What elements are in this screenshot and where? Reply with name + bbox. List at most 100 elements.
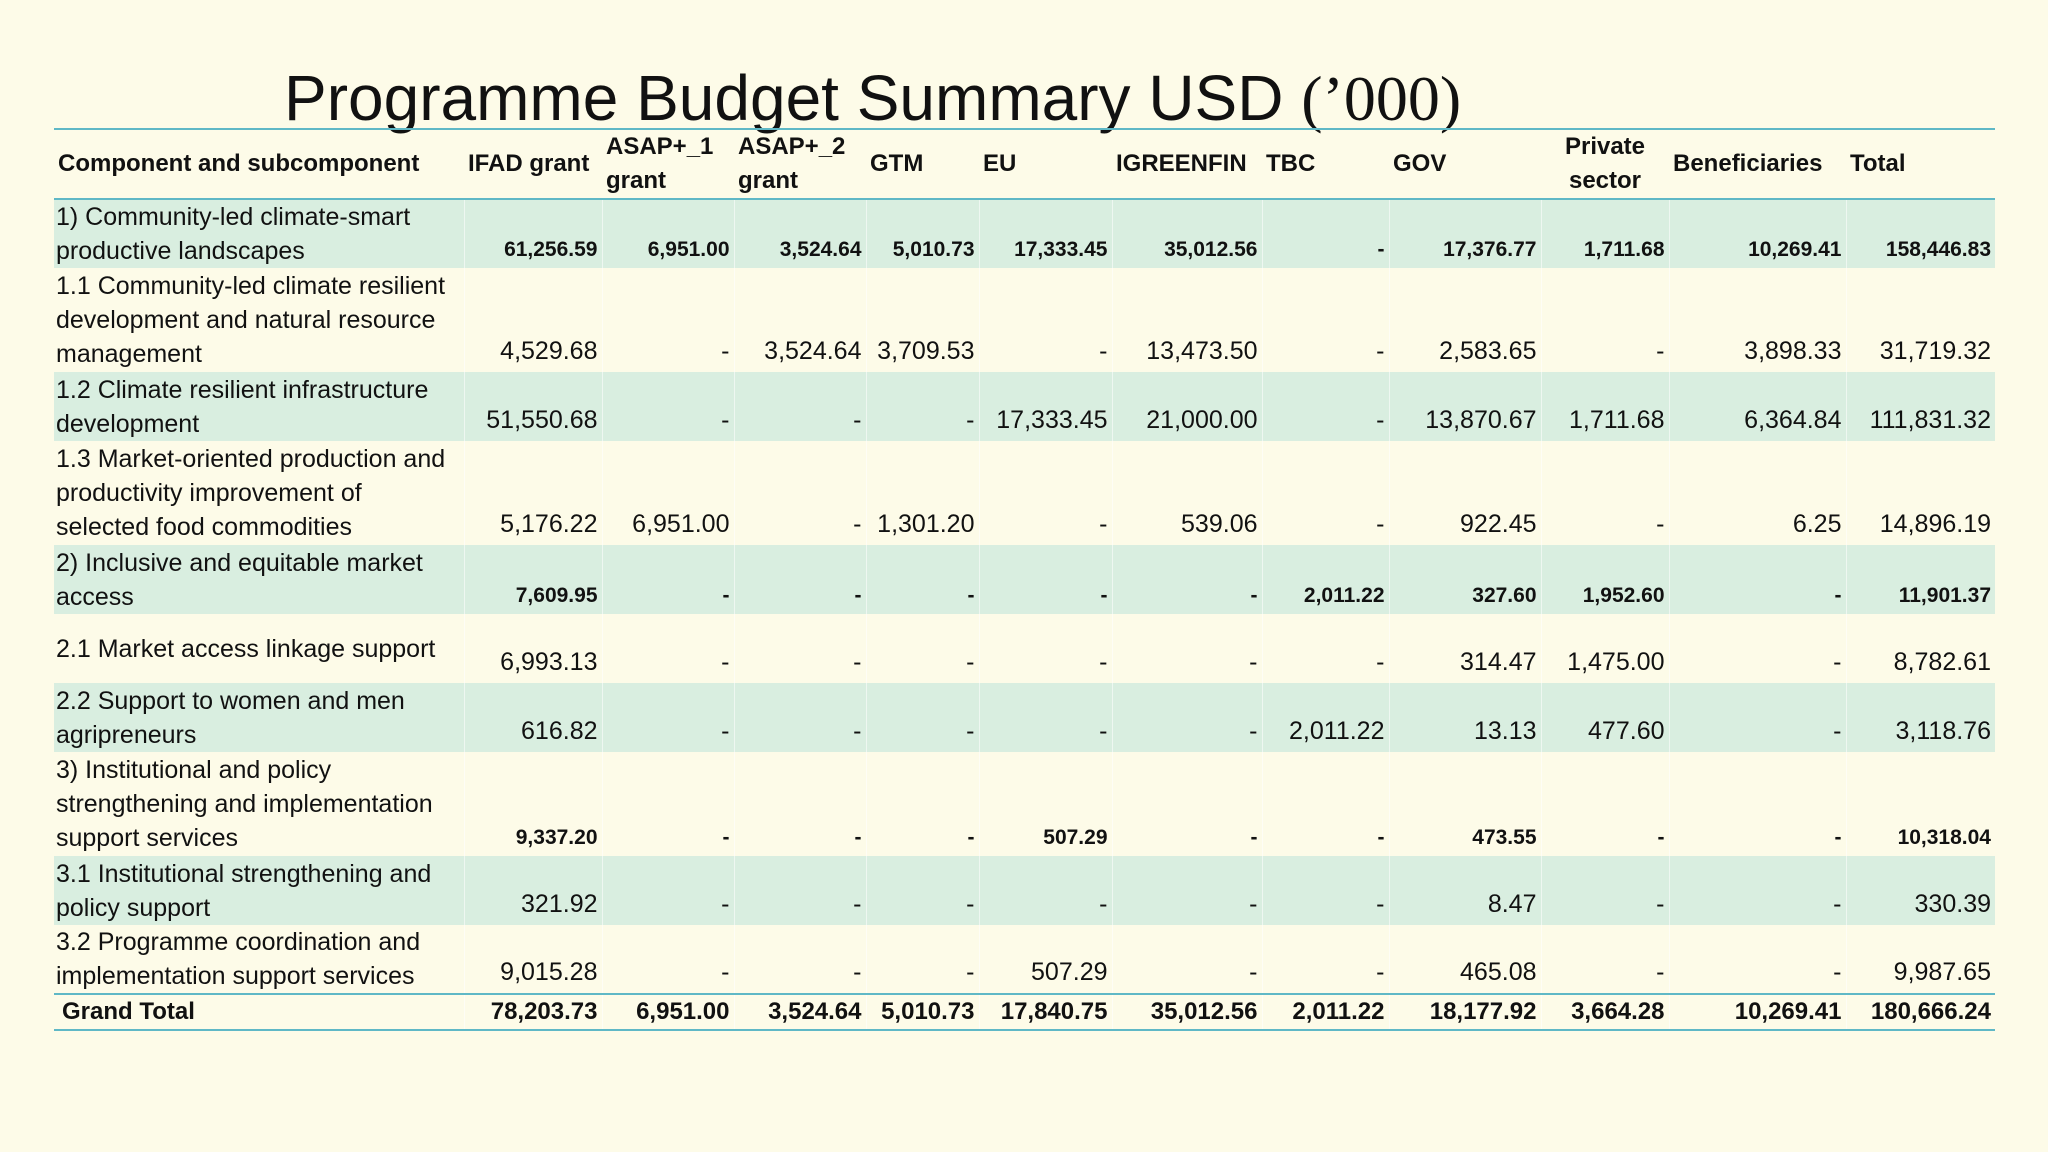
cell-gov: 327.60 xyxy=(1388,545,1541,614)
cell-beneficiaries: 10,269.41 xyxy=(1668,199,1846,268)
cell-asap1: - xyxy=(601,372,734,441)
cell-private: 3,664.28 xyxy=(1540,993,1669,1031)
row-label: 1.1 Community-led climate resilient deve… xyxy=(56,272,446,368)
cell-asap1: 6,951.00 xyxy=(601,441,734,545)
cell-asap1: - xyxy=(601,856,734,925)
cell-gov: 922.45 xyxy=(1388,441,1541,545)
cell-asap1: - xyxy=(601,268,734,372)
cell-tbc: - xyxy=(1261,372,1389,441)
cell-beneficiaries: - xyxy=(1668,925,1846,994)
cell-total: 14,896.19 xyxy=(1845,441,1995,545)
cell-gov: 473.55 xyxy=(1388,752,1541,856)
cell-total: 111,831.32 xyxy=(1845,372,1995,441)
cell-total: 158,446.83 xyxy=(1845,199,1995,268)
cell-total: 31,719.32 xyxy=(1845,268,1995,372)
cell-eu: 17,333.45 xyxy=(978,199,1112,268)
cell-ifad: 7,609.95 xyxy=(463,545,602,614)
cell-beneficiaries: 3,898.33 xyxy=(1668,268,1846,372)
cell-gov: 2,583.65 xyxy=(1388,268,1541,372)
col-header-igreenfin: IGREENFIN xyxy=(1112,128,1262,200)
cell-tbc: - xyxy=(1261,752,1389,856)
cell-ifad: 6,993.13 xyxy=(463,614,602,683)
cell-total: 180,666.24 xyxy=(1845,993,1995,1031)
cell-gtm: - xyxy=(865,614,979,683)
cell-gtm: - xyxy=(865,545,979,614)
row-label: 3.2 Programme coordination and implement… xyxy=(56,928,421,990)
cell-gtm: - xyxy=(865,683,979,752)
cell-total: 11,901.37 xyxy=(1845,545,1995,614)
cell-private: 1,711.68 xyxy=(1540,372,1669,441)
row-label: 2.2 Support to women and men agripreneur… xyxy=(54,683,464,752)
cell-ifad: 9,337.20 xyxy=(463,752,602,856)
col-header-ifad: IFAD grant xyxy=(464,128,602,200)
cell-tbc: - xyxy=(1261,268,1389,372)
cell-eu: - xyxy=(978,268,1112,372)
col-header-eu: EU xyxy=(979,128,1112,200)
cell-gov: 18,177.92 xyxy=(1388,993,1541,1031)
table-row: 2.1 Market access linkage support 6,993.… xyxy=(54,614,1995,683)
cell-ifad: 9,015.28 xyxy=(463,925,602,994)
cell-private: - xyxy=(1540,925,1669,994)
cell-beneficiaries: - xyxy=(1668,856,1846,925)
cell-asap2: 3,524.64 xyxy=(733,199,866,268)
cell-asap2: - xyxy=(733,856,866,925)
col-header-total: Total xyxy=(1846,128,1995,200)
cell-eu: - xyxy=(978,545,1112,614)
cell-private: 1,475.00 xyxy=(1540,614,1669,683)
cell-eu: - xyxy=(978,856,1112,925)
cell-asap1: - xyxy=(601,545,734,614)
cell-asap2: - xyxy=(733,925,866,994)
cell-beneficiaries: - xyxy=(1668,683,1846,752)
cell-gtm: - xyxy=(865,925,979,994)
grand-total-row: Grand Total 78,203.73 6,951.00 3,524.64 … xyxy=(54,993,1995,1031)
cell-beneficiaries: 6.25 xyxy=(1668,441,1846,545)
cell-private: - xyxy=(1540,856,1669,925)
title-unit: (’000) xyxy=(1301,63,1462,134)
cell-tbc: 2,011.22 xyxy=(1261,545,1389,614)
cell-asap2: 3,524.64 xyxy=(733,993,866,1031)
cell-gov: 13,870.67 xyxy=(1388,372,1541,441)
cell-asap1: 6,951.00 xyxy=(601,993,734,1031)
cell-eu: - xyxy=(978,614,1112,683)
cell-eu: 17,333.45 xyxy=(978,372,1112,441)
cell-total: 8,782.61 xyxy=(1845,614,1995,683)
cell-igreenfin: - xyxy=(1111,614,1262,683)
title-main: Programme Budget Summary USD xyxy=(284,62,1302,134)
cell-ifad: 78,203.73 xyxy=(463,993,602,1031)
cell-ifad: 616.82 xyxy=(463,683,602,752)
table-row: 2) Inclusive and equitable market access… xyxy=(54,545,1995,614)
cell-private: - xyxy=(1540,752,1669,856)
col-header-private: Private sector xyxy=(1541,128,1669,200)
cell-gtm: - xyxy=(865,372,979,441)
cell-private: 477.60 xyxy=(1540,683,1669,752)
cell-asap1: - xyxy=(601,925,734,994)
row-label: 3) Institutional and policy strengthenin… xyxy=(56,756,433,852)
cell-ifad: 4,529.68 xyxy=(463,268,602,372)
cell-asap2: - xyxy=(733,441,866,545)
cell-ifad: 321.92 xyxy=(463,856,602,925)
row-label: 1) Community-led climate-smart productiv… xyxy=(54,199,464,268)
cell-gov: 314.47 xyxy=(1388,614,1541,683)
table-row: 1.3 Market-oriented production and produ… xyxy=(54,441,1995,545)
cell-gtm: 1,301.20 xyxy=(865,441,979,545)
cell-igreenfin: - xyxy=(1111,752,1262,856)
col-header-component: Component and subcomponent xyxy=(54,128,464,200)
cell-gov: 465.08 xyxy=(1388,925,1541,994)
table-row: 2.2 Support to women and men agripreneur… xyxy=(54,683,1995,752)
cell-total: 10,318.04 xyxy=(1845,752,1995,856)
col-header-gtm: GTM xyxy=(866,128,979,200)
table-row: 3.1 Institutional strengthening and poli… xyxy=(54,856,1995,925)
cell-tbc: - xyxy=(1261,441,1389,545)
cell-eu: - xyxy=(978,441,1112,545)
cell-gtm: - xyxy=(865,752,979,856)
table-row: 1.2 Climate resilient infrastructure dev… xyxy=(54,372,1995,441)
cell-igreenfin: - xyxy=(1111,545,1262,614)
row-label: 1.2 Climate resilient infrastructure dev… xyxy=(54,372,464,441)
cell-gov: 13.13 xyxy=(1388,683,1541,752)
cell-tbc: - xyxy=(1261,856,1389,925)
cell-asap1: - xyxy=(601,614,734,683)
cell-asap2: - xyxy=(733,683,866,752)
cell-beneficiaries: 6,364.84 xyxy=(1668,372,1846,441)
cell-asap2: - xyxy=(733,545,866,614)
cell-gtm: - xyxy=(865,856,979,925)
